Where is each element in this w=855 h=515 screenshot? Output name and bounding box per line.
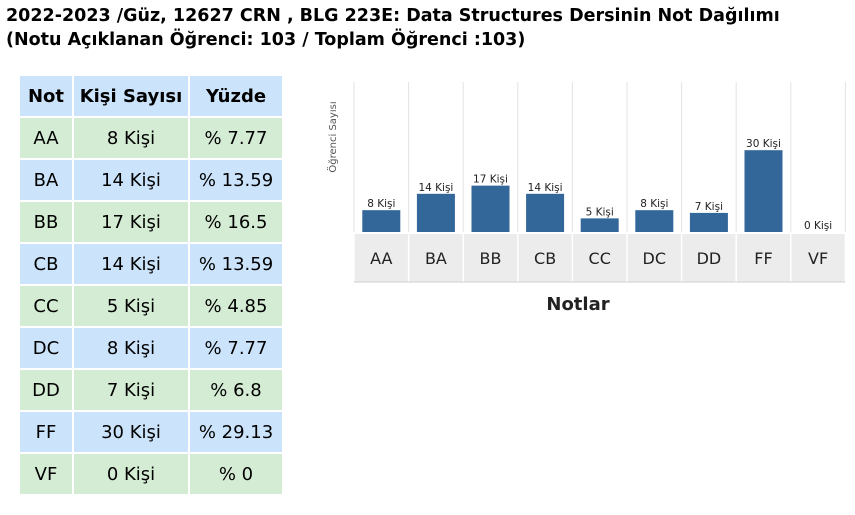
grade-cell: DD: [20, 370, 72, 410]
count-cell: 30 Kişi: [74, 412, 188, 452]
grade-cell: BB: [20, 202, 72, 242]
percent-cell: % 0: [190, 454, 282, 494]
bar-ff: [744, 150, 783, 232]
column-header-count: Kişi Sayısı: [74, 76, 188, 116]
bar-dd: [689, 212, 728, 232]
table-row: AA 8 Kişi % 7.77: [20, 118, 282, 158]
y-axis-label: Öğrenci Sayısı: [326, 101, 339, 172]
title-line-1: 2022-2023 /Güz, 12627 CRN , BLG 223E: Da…: [6, 6, 780, 26]
category-label: VF: [808, 249, 828, 268]
data-label: 7 Kişi: [695, 201, 723, 213]
table-row: DD 7 Kişi % 6.8: [20, 370, 282, 410]
count-cell: 14 Kişi: [74, 160, 188, 200]
category-label: AA: [370, 249, 392, 268]
grade-cell: CB: [20, 244, 72, 284]
bar-dc: [635, 210, 674, 232]
data-label: 8 Kişi: [367, 198, 395, 210]
x-axis-label: Notlar: [546, 294, 609, 315]
table-row: BB 17 Kişi % 16.5: [20, 202, 282, 242]
bar-cc: [580, 218, 619, 232]
bar-bb: [471, 185, 510, 232]
percent-cell: % 4.85: [190, 286, 282, 326]
count-cell: 14 Kişi: [74, 244, 188, 284]
column-header-percent: Yüzde: [190, 76, 282, 116]
count-cell: 8 Kişi: [74, 118, 188, 158]
data-label: 30 Kişi: [746, 138, 781, 150]
percent-cell: % 16.5: [190, 202, 282, 242]
category-label: CC: [589, 249, 611, 268]
column-header-grade: Not: [20, 76, 72, 116]
data-label: 5 Kişi: [586, 206, 614, 218]
count-cell: 7 Kişi: [74, 370, 188, 410]
category-label: BB: [480, 249, 502, 268]
grade-cell: VF: [20, 454, 72, 494]
percent-cell: % 7.77: [190, 118, 282, 158]
table-row: CC 5 Kişi % 4.85: [20, 286, 282, 326]
percent-cell: % 13.59: [190, 160, 282, 200]
category-axis: AA BA BB CB CC DC DD FF VF: [353, 234, 846, 283]
count-cell: 0 Kişi: [74, 454, 188, 494]
table-header-row: Not Kişi Sayısı Yüzde: [20, 76, 282, 116]
count-cell: 5 Kişi: [74, 286, 188, 326]
grade-cell: FF: [20, 412, 72, 452]
data-label: 14 Kişi: [528, 182, 563, 194]
category-strip: [354, 234, 846, 282]
table-row: CB 14 Kişi % 13.59: [20, 244, 282, 284]
category-label: CB: [534, 249, 556, 268]
table-row: VF 0 Kişi % 0: [20, 454, 282, 494]
bar-aa: [362, 210, 401, 232]
category-label: DC: [643, 249, 667, 268]
count-cell: 8 Kişi: [74, 328, 188, 368]
data-label: 8 Kişi: [640, 198, 668, 210]
bar-ba: [416, 193, 455, 232]
title-line-2: (Notu Açıklanan Öğrenci: 103 / Toplam Öğ…: [6, 30, 526, 50]
table-row: BA 14 Kişi % 13.59: [20, 160, 282, 200]
grade-distribution-table: Not Kişi Sayısı Yüzde AA 8 Kişi % 7.77 B…: [18, 74, 284, 496]
grade-cell: BA: [20, 160, 72, 200]
grade-cell: DC: [20, 328, 72, 368]
grade-bar-chart: 8 Kişi 14 Kişi 17 Kişi 14 Kişi 5 Kişi 8 Kişi 7…: [326, 82, 846, 315]
category-label: BA: [425, 249, 447, 268]
grade-cell: AA: [20, 118, 72, 158]
percent-cell: % 7.77: [190, 328, 282, 368]
grade-cell: CC: [20, 286, 72, 326]
data-label: 0 Kişi: [804, 220, 832, 232]
category-label: DD: [697, 249, 722, 268]
bar-group: 8 Kişi 14 Kişi 17 Kişi 14 Kişi 5 Kişi 8 Kişi 7…: [362, 138, 832, 232]
table-row: DC 8 Kişi % 7.77: [20, 328, 282, 368]
percent-cell: % 29.13: [190, 412, 282, 452]
category-label: FF: [754, 249, 772, 268]
data-label: 14 Kişi: [418, 182, 453, 194]
bar-cb: [526, 193, 565, 232]
table-row: FF 30 Kişi % 29.13: [20, 412, 282, 452]
percent-cell: % 13.59: [190, 244, 282, 284]
percent-cell: % 6.8: [190, 370, 282, 410]
page-title: 2022-2023 /Güz, 12627 CRN , BLG 223E: Da…: [6, 4, 780, 52]
plot-area: [353, 82, 846, 232]
data-label: 17 Kişi: [473, 174, 508, 186]
count-cell: 17 Kişi: [74, 202, 188, 242]
